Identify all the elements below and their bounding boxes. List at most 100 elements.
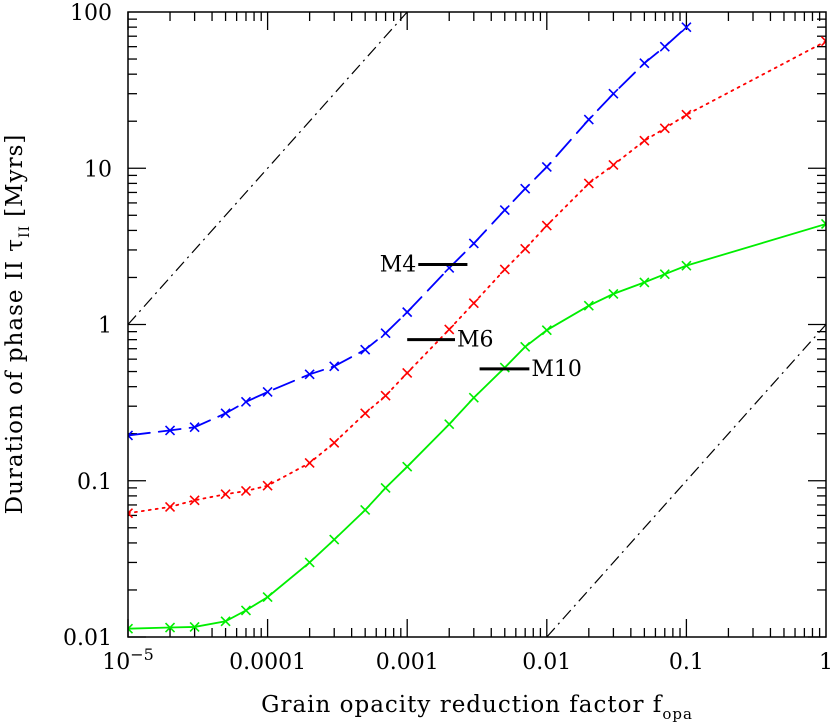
marker-stroke [262, 386, 273, 398]
annotation-label: M6 [457, 328, 494, 353]
data-point-marker [608, 159, 619, 171]
data-point-marker [304, 369, 315, 380]
data-point-marker [262, 592, 273, 603]
data-point-marker [380, 390, 391, 401]
marker-stroke [444, 419, 455, 430]
marker-stroke [304, 557, 315, 568]
marker-stroke [380, 482, 391, 493]
data-point-marker [820, 36, 826, 47]
marker-stroke [659, 41, 670, 52]
data-point-marker [639, 58, 650, 69]
y-tick-label: 100 [70, 1, 112, 26]
marker-stroke [468, 392, 479, 403]
marker-stroke [608, 88, 619, 99]
marker-stroke [541, 220, 552, 231]
marker-stroke [380, 328, 391, 339]
annotation-label: M4 [380, 253, 417, 278]
marker-stroke [240, 605, 252, 616]
marker-stroke [583, 300, 594, 311]
data-point-marker [583, 114, 594, 125]
marker-stroke [608, 159, 619, 171]
data-point-marker [444, 324, 455, 335]
marker-stroke [128, 508, 134, 515]
marker-stroke [220, 616, 231, 627]
data-point-marker [360, 344, 371, 355]
data-point-marker [220, 489, 231, 500]
marker-stroke [520, 243, 531, 254]
data-point-marker [541, 220, 552, 231]
marker-stroke [189, 621, 200, 632]
marker-stroke [360, 408, 371, 419]
series-line-solid [128, 223, 826, 630]
marker-stroke [128, 512, 134, 519]
data-point-marker [240, 396, 252, 407]
marker-stroke [820, 36, 826, 43]
marker-stroke [189, 495, 200, 506]
x-tick-label: 0.001 [376, 650, 439, 675]
data-point-marker [240, 605, 252, 616]
data-point-marker [520, 341, 531, 352]
data-point-marker [444, 419, 455, 430]
data-point-marker [164, 425, 176, 436]
reference-line [546, 324, 826, 637]
marker-stroke [820, 218, 826, 226]
marker-stroke [164, 622, 176, 633]
marker-stroke [639, 135, 650, 146]
data-point-marker [468, 238, 479, 249]
data-point-marker [820, 218, 826, 230]
data-point-marker [583, 178, 594, 189]
data-point-marker [499, 204, 510, 216]
marker-stroke [639, 277, 650, 288]
plot-frame [127, 11, 827, 638]
data-point-marker [360, 408, 371, 419]
marker-stroke [608, 288, 619, 299]
marker-stroke [128, 430, 134, 437]
marker-stroke [262, 480, 273, 491]
data-point-marker [541, 325, 552, 336]
data-point-marker [189, 422, 200, 433]
y-axis-title: Duration of phase II τII[Myrs] [2, 134, 33, 515]
marker-stroke [240, 485, 252, 497]
data-point-marker [329, 361, 340, 372]
data-point-marker [220, 408, 231, 419]
marker-stroke [128, 434, 134, 441]
marker-stroke [820, 40, 826, 47]
x-axis-title: Grain opacity reduction factor fopa [261, 692, 693, 723]
data-point-marker [681, 260, 692, 271]
axis-ticks [127, 12, 826, 638]
data-point-marker [681, 22, 692, 33]
data-point-marker [262, 480, 273, 491]
marker-stroke [659, 269, 670, 280]
marker-stroke [329, 361, 340, 372]
marker-stroke [402, 307, 413, 318]
data-point-marker [128, 623, 134, 634]
marker-stroke [520, 341, 531, 352]
data-point-marker [468, 298, 479, 309]
data-point-marker [541, 161, 552, 172]
marker-stroke [164, 501, 176, 512]
x-tick-label: 10−5 [102, 645, 154, 675]
reference-line [128, 12, 408, 325]
data-point-marker [164, 501, 176, 512]
data-point-marker [468, 392, 479, 403]
data-point-marker [360, 504, 371, 516]
marker-stroke [380, 390, 391, 401]
data-point-marker [402, 461, 413, 472]
marker-stroke [329, 534, 340, 545]
marker-stroke [262, 592, 273, 603]
data-point-marker [304, 457, 315, 469]
data-point-marker [608, 88, 619, 99]
marker-stroke [220, 408, 231, 419]
y-tick-label: 10 [84, 157, 112, 182]
marker-stroke [240, 396, 252, 407]
marker-stroke [820, 222, 826, 230]
data-point-marker [402, 307, 413, 318]
marker-stroke [360, 344, 371, 355]
marker-stroke [164, 425, 176, 436]
data-point-marker [189, 621, 200, 632]
marker-stroke [499, 204, 510, 216]
data-point-marker [304, 557, 315, 568]
data-point-marker [659, 269, 670, 280]
data-point-marker [639, 277, 650, 288]
marker-stroke [444, 324, 455, 335]
